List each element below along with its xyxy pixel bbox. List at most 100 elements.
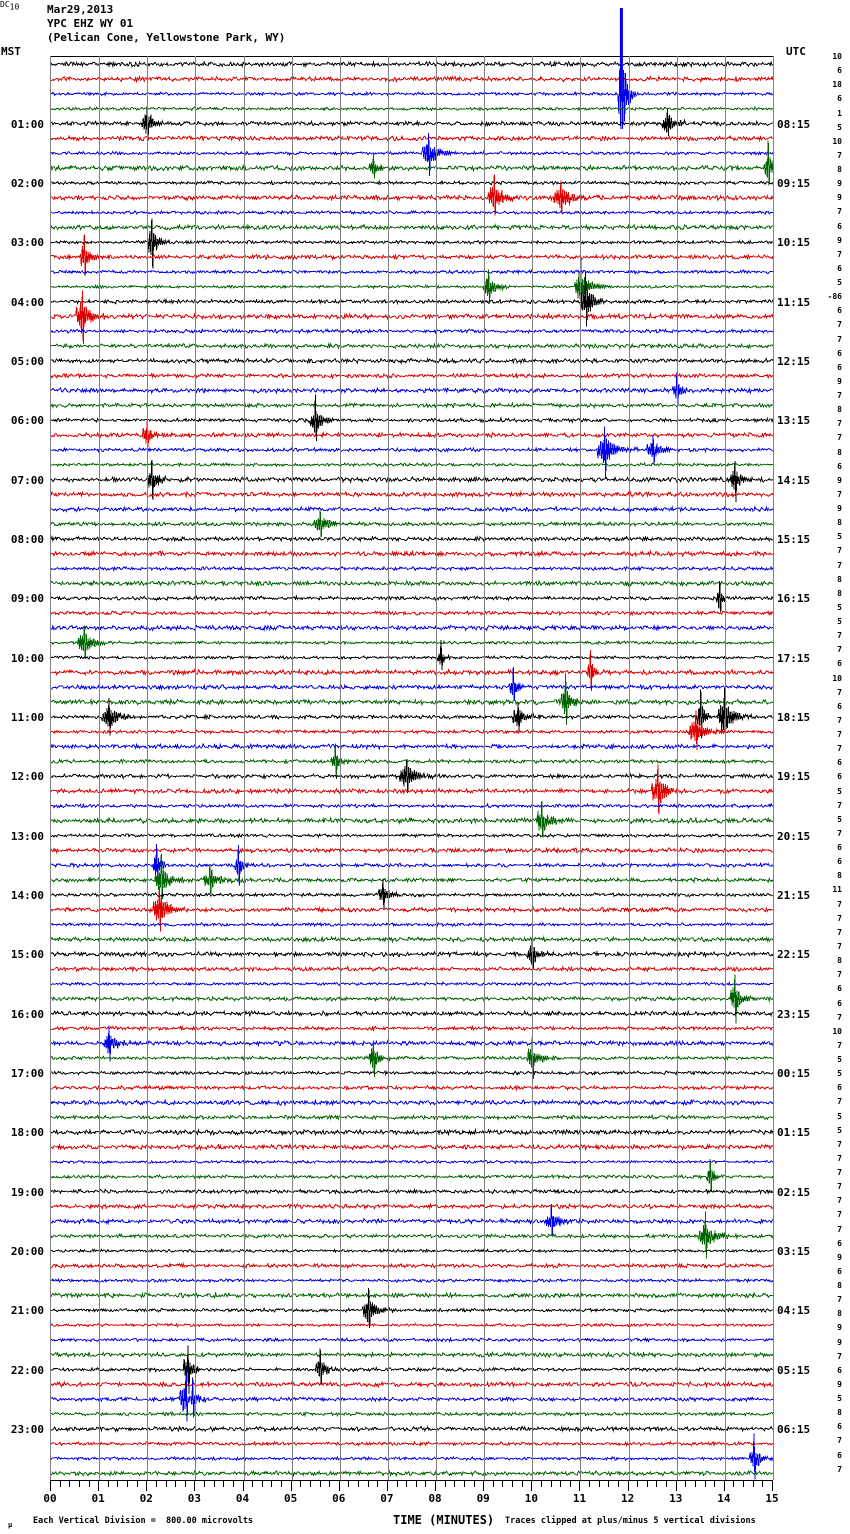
dc-value: 6 (837, 701, 842, 711)
utc-hour-label: 15:15 (777, 532, 811, 546)
x-axis-minor-tick (367, 1480, 369, 1487)
utc-hour-label: 19:15 (777, 770, 811, 784)
x-axis-major-tick (579, 1480, 581, 1491)
dc-value: 11 (832, 885, 842, 895)
x-axis-minor-tick (281, 1480, 283, 1487)
dc-value: 7 (837, 730, 842, 740)
trace-line (51, 60, 773, 69)
trace-line (51, 1188, 773, 1196)
x-axis-minor-tick (694, 1480, 696, 1487)
trace-line (51, 174, 773, 216)
dc-value: 6 (837, 984, 842, 994)
mst-hour-label: 11:00 (10, 710, 44, 724)
trace-line (51, 1143, 773, 1152)
dc-value: 7 (837, 942, 842, 951)
trace-line (51, 290, 773, 344)
trace-line (51, 1113, 773, 1121)
plot-area (50, 8, 774, 1480)
dc-value: 7 (837, 419, 842, 429)
mst-hour-label: 16:00 (10, 1007, 44, 1021)
dc-value: 6 (837, 758, 842, 768)
header-date: Mar29,2013 (47, 3, 114, 16)
trace-line (51, 1211, 773, 1259)
x-axis-minor-tick (646, 1480, 648, 1487)
x-axis-major-tick (242, 1480, 244, 1491)
trace-line (51, 1336, 773, 1343)
x-axis-minor-tick (569, 1480, 571, 1487)
trace-line (51, 710, 773, 750)
dc-value: 5 (837, 1111, 842, 1121)
dc-value: 7 (837, 1139, 842, 1149)
x-axis-title: TIME (MINUTES) (393, 1513, 495, 1527)
trace-line (51, 981, 773, 987)
trace-line (51, 420, 773, 448)
x-axis-minor-tick (252, 1480, 254, 1487)
dc-value: 9 (837, 1323, 842, 1333)
trace-line (51, 1070, 773, 1076)
trace-line (51, 625, 773, 660)
dc-value: 10 (832, 673, 842, 683)
trace-line (51, 1025, 773, 1062)
trace-line (51, 687, 773, 741)
dc-value: 7 (837, 645, 842, 655)
dc-value: 6 (837, 1365, 842, 1375)
trace-line (51, 341, 773, 350)
dc-value: 7 (837, 150, 842, 160)
dc-value: 6 (837, 998, 842, 1008)
x-axis-major-tick (531, 1480, 533, 1491)
x-axis-minor-tick (473, 1480, 475, 1487)
dc-value: 9 (837, 193, 842, 203)
x-axis-minor-tick (300, 1480, 302, 1487)
dc-value: 7 (837, 249, 842, 259)
trace-line (51, 1425, 773, 1433)
trace-line (51, 624, 773, 632)
microvolt-symbol: µ (8, 1521, 13, 1529)
trace-line (51, 1084, 773, 1092)
dc-column-header: DC10 (0, 0, 850, 12)
x-axis-minor-tick (175, 1480, 177, 1487)
dc-value: 7 (837, 1040, 842, 1050)
gridline-minute-05 (291, 56, 293, 1480)
dc-value: 5 (837, 278, 842, 288)
gridline-minute-04 (243, 56, 245, 1480)
utc-hour-label: 12:15 (777, 354, 811, 368)
x-axis-major-tick (98, 1480, 100, 1491)
trace-line (51, 272, 773, 327)
dc-value: 5 (837, 1125, 842, 1135)
x-axis-minor-tick (492, 1480, 494, 1487)
trace-line (51, 1411, 773, 1418)
utc-hour-label: 17:15 (777, 651, 811, 665)
x-axis-tick-label: 00 (43, 1492, 57, 1505)
trace-line (51, 843, 773, 886)
dc-value: 7 (837, 391, 842, 401)
x-axis-minor-tick (348, 1480, 350, 1487)
plot-top-border (50, 56, 773, 57)
x-axis-major-tick (675, 1480, 677, 1491)
trace-line (51, 800, 773, 838)
gridline-minute-09 (484, 56, 486, 1480)
dc-value: 7 (837, 1168, 842, 1178)
x-axis-minor-tick (415, 1480, 417, 1487)
dc-value: 9 (837, 1252, 842, 1262)
gridline-minute-03 (195, 56, 197, 1480)
trace-line (51, 1204, 773, 1236)
trace-line (51, 401, 773, 409)
trace-line (51, 878, 773, 911)
gridline-minute-14 (724, 56, 726, 1480)
dc-value: 6 (837, 461, 842, 471)
dc-value: 7 (837, 1295, 842, 1305)
trace-line (51, 371, 773, 380)
x-axis-tick-label: 04 (235, 1492, 250, 1505)
mst-hour-label: 22:00 (10, 1363, 44, 1377)
dc-value: 7 (837, 1351, 842, 1361)
dc-value: 5 (837, 814, 842, 824)
trace-line (51, 935, 773, 944)
dc-value: 7 (837, 489, 842, 499)
dc-value: 7 (837, 899, 842, 909)
utc-timezone-label: UTC (786, 45, 806, 58)
trace-line (51, 758, 773, 794)
dc-value: 18 (832, 80, 842, 90)
gridline-minute-12 (628, 56, 630, 1480)
utc-hour-label: 00:15 (777, 1066, 811, 1080)
dc-value: 7 (837, 828, 842, 838)
